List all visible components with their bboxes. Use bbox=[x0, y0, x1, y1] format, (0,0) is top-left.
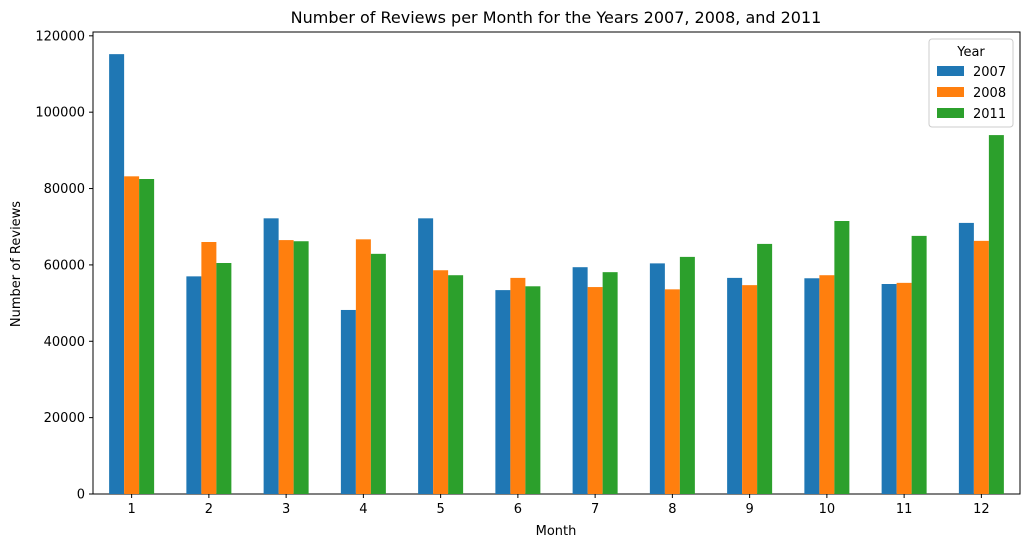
bar-2011-month-3 bbox=[293, 241, 309, 494]
x-tick-label-12: 12 bbox=[973, 502, 990, 517]
bar-2011-month-10 bbox=[834, 221, 850, 494]
legend-swatch-2011 bbox=[937, 108, 964, 118]
bar-2007-month-9 bbox=[727, 277, 743, 494]
x-axis: 1 2 3 4 5 6 7 8 9 10 11 12 bbox=[127, 494, 990, 517]
bar-2007-month-12 bbox=[958, 222, 974, 494]
y-tick-label-60000: 60000 bbox=[44, 258, 85, 273]
bar-2007-month-3 bbox=[263, 218, 279, 494]
y-tick-label-100000: 100000 bbox=[35, 106, 85, 121]
legend-swatch-2008 bbox=[937, 87, 964, 97]
y-axis: 0 20000 40000 60000 80000 100000 120000 bbox=[35, 29, 93, 503]
x-tick-label-6: 6 bbox=[514, 502, 522, 517]
x-tick-label-1: 1 bbox=[127, 502, 135, 517]
bar-2008-month-12 bbox=[973, 240, 989, 494]
x-tick-label-10: 10 bbox=[819, 502, 836, 517]
legend-box bbox=[928, 38, 1014, 128]
legend-swatch-2007 bbox=[937, 66, 964, 76]
bar-2007-month-7 bbox=[572, 267, 588, 494]
bar-2011-month-9 bbox=[757, 243, 773, 494]
y-tick-label-0: 0 bbox=[77, 488, 85, 503]
x-tick-label-7: 7 bbox=[591, 502, 599, 517]
x-tick-label-4: 4 bbox=[359, 502, 367, 517]
plot-frame bbox=[92, 31, 1021, 495]
bar-2011-month-6 bbox=[525, 286, 541, 494]
bar-2007-month-10 bbox=[804, 278, 820, 494]
x-tick-label-5: 5 bbox=[436, 502, 444, 517]
legend-label-2011: 2011 bbox=[973, 107, 1006, 122]
y-tick-label-80000: 80000 bbox=[44, 182, 85, 197]
x-tick-label-11: 11 bbox=[896, 502, 913, 517]
bar-2011-month-5 bbox=[448, 275, 464, 494]
legend: Year 2007 2008 2011 bbox=[928, 38, 1014, 128]
legend-label-2008: 2008 bbox=[973, 86, 1006, 101]
bar-2011-month-1 bbox=[139, 179, 155, 494]
legend-label-2007: 2007 bbox=[973, 65, 1006, 80]
x-tick-label-3: 3 bbox=[282, 502, 290, 517]
legend-title: Year bbox=[956, 45, 985, 60]
bar-2007-month-4 bbox=[340, 309, 356, 494]
bar-2008-month-5 bbox=[433, 270, 449, 494]
x-axis-label: Month bbox=[536, 524, 577, 539]
bar-2008-month-3 bbox=[278, 240, 294, 494]
plot-area bbox=[92, 31, 1021, 495]
bar-2008-month-1 bbox=[124, 176, 140, 494]
x-tick-label-9: 9 bbox=[745, 502, 753, 517]
bar-2008-month-6 bbox=[510, 277, 526, 494]
bar-2011-month-7 bbox=[602, 272, 618, 494]
bar-2011-month-8 bbox=[679, 256, 695, 494]
bar-2007-month-11 bbox=[881, 284, 897, 494]
y-tick-label-40000: 40000 bbox=[44, 335, 85, 350]
bar-2011-month-12 bbox=[988, 135, 1004, 494]
x-tick-label-2: 2 bbox=[205, 502, 213, 517]
bar-2007-month-2 bbox=[186, 276, 202, 494]
bar-2008-month-11 bbox=[896, 282, 912, 494]
bar-2007-month-5 bbox=[418, 218, 434, 494]
bar-2008-month-8 bbox=[664, 289, 680, 494]
bar-2008-month-10 bbox=[819, 275, 835, 494]
chart-title: Number of Reviews per Month for the Year… bbox=[291, 8, 822, 27]
x-tick-label-8: 8 bbox=[668, 502, 676, 517]
bar-2008-month-9 bbox=[742, 285, 758, 494]
bar-2008-month-2 bbox=[201, 242, 217, 494]
bar-2007-month-8 bbox=[649, 263, 665, 494]
bars bbox=[109, 54, 1004, 495]
bar-2008-month-4 bbox=[355, 239, 371, 494]
bar-2007-month-6 bbox=[495, 290, 511, 494]
bar-2011-month-11 bbox=[911, 235, 927, 494]
bar-2008-month-7 bbox=[587, 287, 603, 494]
y-tick-label-20000: 20000 bbox=[44, 411, 85, 426]
y-tick-label-120000: 120000 bbox=[35, 29, 85, 44]
bar-2011-month-4 bbox=[370, 253, 386, 494]
y-axis-label: Number of Reviews bbox=[9, 201, 24, 327]
bar-2007-month-1 bbox=[109, 54, 125, 495]
bar-2011-month-2 bbox=[216, 263, 232, 494]
